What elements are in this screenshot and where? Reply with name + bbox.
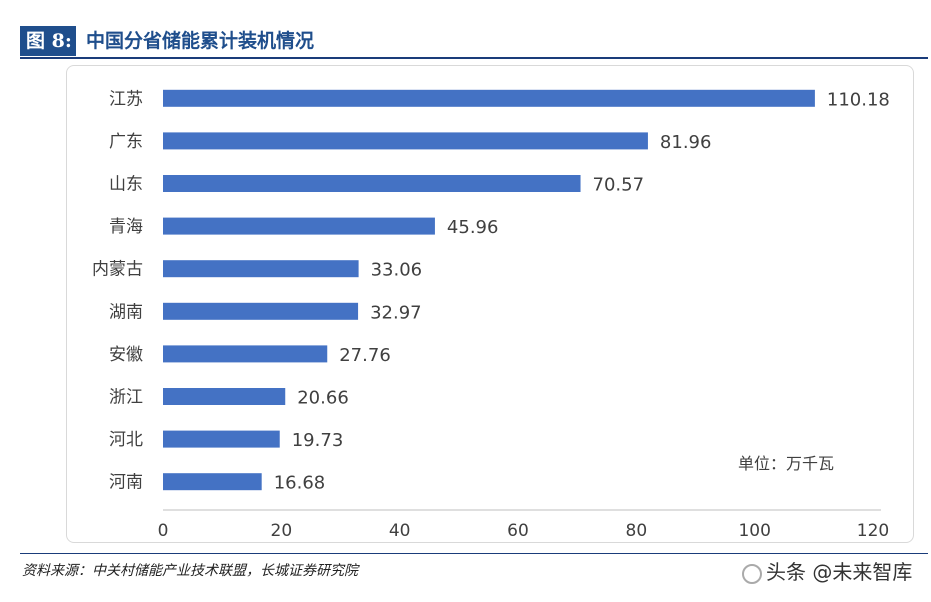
data-label: 20.66 xyxy=(297,388,349,409)
bar xyxy=(163,302,359,320)
category-label: 广东 xyxy=(109,132,143,152)
x-tick-label: 40 xyxy=(389,521,411,541)
category-label: 河南 xyxy=(109,473,143,493)
bar xyxy=(163,217,435,235)
bar xyxy=(163,473,262,491)
bar xyxy=(163,260,359,278)
category-label: 安徽 xyxy=(109,345,143,365)
watermark: 头条 @未来智库 xyxy=(742,556,912,585)
bar xyxy=(163,175,581,192)
data-label: 27.76 xyxy=(339,345,391,366)
x-tick-label: 100 xyxy=(738,521,770,541)
bar xyxy=(163,430,280,448)
watermark-logo-icon xyxy=(742,563,762,584)
unit-note: 单位：万千瓦 xyxy=(738,454,834,473)
data-label: 45.96 xyxy=(447,217,499,238)
category-label: 山东 xyxy=(109,175,143,195)
category-label: 湖南 xyxy=(109,302,143,322)
data-label: 70.57 xyxy=(593,175,645,196)
x-tick-label: 120 xyxy=(857,521,889,541)
figure-title: 中国分省储能累计装机情况 xyxy=(86,30,315,52)
bar xyxy=(163,132,648,150)
data-label: 81.96 xyxy=(660,132,712,153)
category-label: 浙江 xyxy=(109,388,143,408)
data-label: 110.18 xyxy=(827,89,890,110)
category-label: 河北 xyxy=(109,430,143,450)
category-label: 青海 xyxy=(109,217,143,237)
bar xyxy=(163,345,328,363)
source-note: 资料来源：中关村储能产业技术联盟，长城证券研究院 xyxy=(22,563,358,579)
x-tick-label: 0 xyxy=(158,521,169,541)
bar xyxy=(163,89,815,107)
category-label: 内蒙古 xyxy=(92,260,143,280)
watermark-text: 头条 @未来智库 xyxy=(766,560,913,584)
bar xyxy=(163,388,286,405)
data-label: 16.68 xyxy=(274,473,326,494)
data-label: 19.73 xyxy=(292,430,344,451)
data-label: 32.97 xyxy=(370,302,422,323)
chart-frame xyxy=(66,65,914,543)
data-label: 33.06 xyxy=(371,260,423,281)
figure-label: 图 8: xyxy=(20,26,76,56)
x-tick-label: 80 xyxy=(626,521,648,541)
x-tick-label: 60 xyxy=(507,521,529,541)
figure-header: 图 8: 中国分省储能累计装机情况 xyxy=(20,23,928,59)
category-label: 江苏 xyxy=(109,89,143,109)
x-tick-label: 20 xyxy=(271,521,293,541)
footer-rule xyxy=(20,553,928,554)
